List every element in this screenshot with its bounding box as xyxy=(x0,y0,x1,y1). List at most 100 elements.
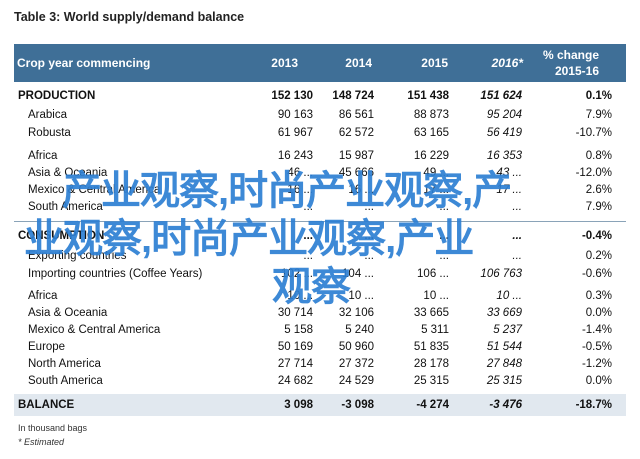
cell-2015: 25 315 xyxy=(413,375,449,387)
header-crop-year: Crop year commencing xyxy=(17,56,151,70)
cell-2016: ... xyxy=(512,201,522,213)
cell-2014: 10 ... xyxy=(348,290,374,302)
cell-pct: 0.2% xyxy=(585,250,612,262)
table-title: Table 3: World supply/demand balance xyxy=(14,10,245,24)
cell-2016: 151 624 xyxy=(480,90,522,102)
row-label: Arabica xyxy=(28,109,67,121)
cell-2013: 24 682 xyxy=(277,375,313,387)
watermark-line-3: 观察 xyxy=(272,265,351,309)
table-row: North America 27 714 27 372 28 178 27 84… xyxy=(14,356,626,373)
row-label: South America xyxy=(28,201,103,213)
cell-2013: 10 ... xyxy=(287,290,313,302)
cell-pct: -12.0% xyxy=(575,167,612,179)
footnote-estimated: * Estimated xyxy=(18,437,65,447)
cell-2016: 43 ... xyxy=(496,167,522,179)
cell-2013: ... xyxy=(303,250,313,262)
cell-2014: 5 240 xyxy=(345,324,374,336)
cell-2016: 5 237 xyxy=(493,324,522,336)
cell-2015: 51 835 xyxy=(413,341,449,353)
cell-2015: 28 178 xyxy=(413,358,449,370)
cell-2015: ... xyxy=(439,201,449,213)
cell-2014: 16 ... xyxy=(348,184,374,196)
cell-2015: 33 665 xyxy=(413,307,449,319)
cell-pct: 7.9% xyxy=(585,201,612,213)
cell-pct: -1.2% xyxy=(581,358,612,370)
cell-pct: -1.4% xyxy=(581,324,612,336)
table-row: Africa 10 ... 10 ... 10 ... 10 ... 0.3% xyxy=(14,288,626,305)
cell-pct: 0.0% xyxy=(585,307,612,319)
cell-2016: 106 763 xyxy=(480,268,522,280)
table-row: Asia & Oceania 30 714 32 106 33 665 33 6… xyxy=(14,305,626,322)
table-row: Robusta 61 967 62 572 63 165 56 419 -10.… xyxy=(14,125,626,142)
cell-2014: ... xyxy=(364,201,374,213)
cell-2014: 86 561 xyxy=(338,109,374,121)
row-label: Mexico & Central America xyxy=(28,184,161,196)
cell-2013: 27 714 xyxy=(277,358,313,370)
header-2014: 2014 xyxy=(345,56,372,70)
cell-2015: 88 873 xyxy=(413,109,449,121)
cell-pct: 0.1% xyxy=(585,90,612,102)
cell-2013: 152 130 xyxy=(271,90,313,102)
cell-2013: 5 158 xyxy=(284,324,313,336)
header-period: 2015-16 xyxy=(554,64,599,78)
cell-2013: ... xyxy=(303,230,313,242)
table-row: Arabica 90 163 86 561 88 873 95 204 7.9% xyxy=(14,107,626,124)
cell-pct: -0.6% xyxy=(581,268,612,280)
table-row: BALANCE 3 098 -3 098 -4 274 -3 476 -18.7… xyxy=(14,397,626,414)
cell-pct: 0.8% xyxy=(585,150,612,162)
row-label: Exporting countries xyxy=(28,250,127,262)
cell-2014: 104 ... xyxy=(342,268,374,280)
cell-2016: 51 544 xyxy=(486,341,522,353)
cell-2015: 16 229 xyxy=(413,150,449,162)
cell-2015: 49 ... xyxy=(423,167,449,179)
cell-2014: 24 529 xyxy=(338,375,374,387)
cell-2016: 33 669 xyxy=(486,307,522,319)
cell-pct: -18.7% xyxy=(575,399,612,411)
cell-2014: ... xyxy=(364,250,374,262)
cell-2013: 16 243 xyxy=(277,150,313,162)
cell-pct: 0.0% xyxy=(585,375,612,387)
cell-2013: 102 ... xyxy=(281,268,313,280)
table-row: Exporting countries ... ... ... ... 0.2% xyxy=(14,248,626,265)
cell-pct: -10.7% xyxy=(575,127,612,139)
cell-2015: 17 ... xyxy=(423,184,449,196)
cell-2014: 27 372 xyxy=(338,358,374,370)
cell-pct: 2.6% xyxy=(585,184,612,196)
table-row: South America 24 682 24 529 25 315 25 31… xyxy=(14,373,626,390)
row-label: Mexico & Central America xyxy=(28,324,161,336)
cell-2016: 27 848 xyxy=(486,358,522,370)
cell-2016: 95 204 xyxy=(486,109,522,121)
row-label: PRODUCTION xyxy=(18,90,96,102)
cell-2014: 45 666 xyxy=(338,167,374,179)
watermark-line-2: 业观察,时尚产业观察,产业 xyxy=(24,217,474,261)
footnote-units: In thousand bags xyxy=(18,423,88,433)
cell-2013: 30 714 xyxy=(277,307,313,319)
row-label: Importing countries (Coffee Years) xyxy=(28,268,203,280)
cell-2013: 90 163 xyxy=(277,109,313,121)
cell-2014: 62 572 xyxy=(338,127,374,139)
table-row: Mexico & Central America 5 158 5 240 5 3… xyxy=(14,322,626,339)
row-label: BALANCE xyxy=(18,399,75,411)
header-2016: 2016* xyxy=(491,56,523,70)
cell-2015: 106 ... xyxy=(417,268,449,280)
cell-2016: 25 315 xyxy=(486,375,522,387)
table-row: Asia & Oceania 46 ... 45 666 49 ... 43 .… xyxy=(14,165,626,182)
balance-band xyxy=(14,394,626,416)
cell-2014: 148 724 xyxy=(332,90,374,102)
cell-2015: ... xyxy=(439,250,449,262)
row-label: Asia & Oceania xyxy=(28,307,108,319)
cell-2015: -4 274 xyxy=(416,399,449,411)
table-row: South America ... ... ... ... 7.9% xyxy=(14,199,626,216)
cell-2014: 32 106 xyxy=(338,307,374,319)
cell-2013: 61 967 xyxy=(277,127,313,139)
cell-2015: 63 165 xyxy=(413,127,449,139)
header-2013: 2013 xyxy=(271,56,298,70)
cell-2016: 16 353 xyxy=(486,150,522,162)
cell-2016: 56 419 xyxy=(486,127,522,139)
header-2015: 2015 xyxy=(421,56,448,70)
row-label: Europe xyxy=(28,341,66,353)
cell-2013: 46 ... xyxy=(287,167,313,179)
cell-2014: 15 987 xyxy=(338,150,374,162)
cell-2014: ... xyxy=(364,230,374,242)
table-header: Crop year commencing 2013 2014 2015 2016… xyxy=(14,44,626,82)
